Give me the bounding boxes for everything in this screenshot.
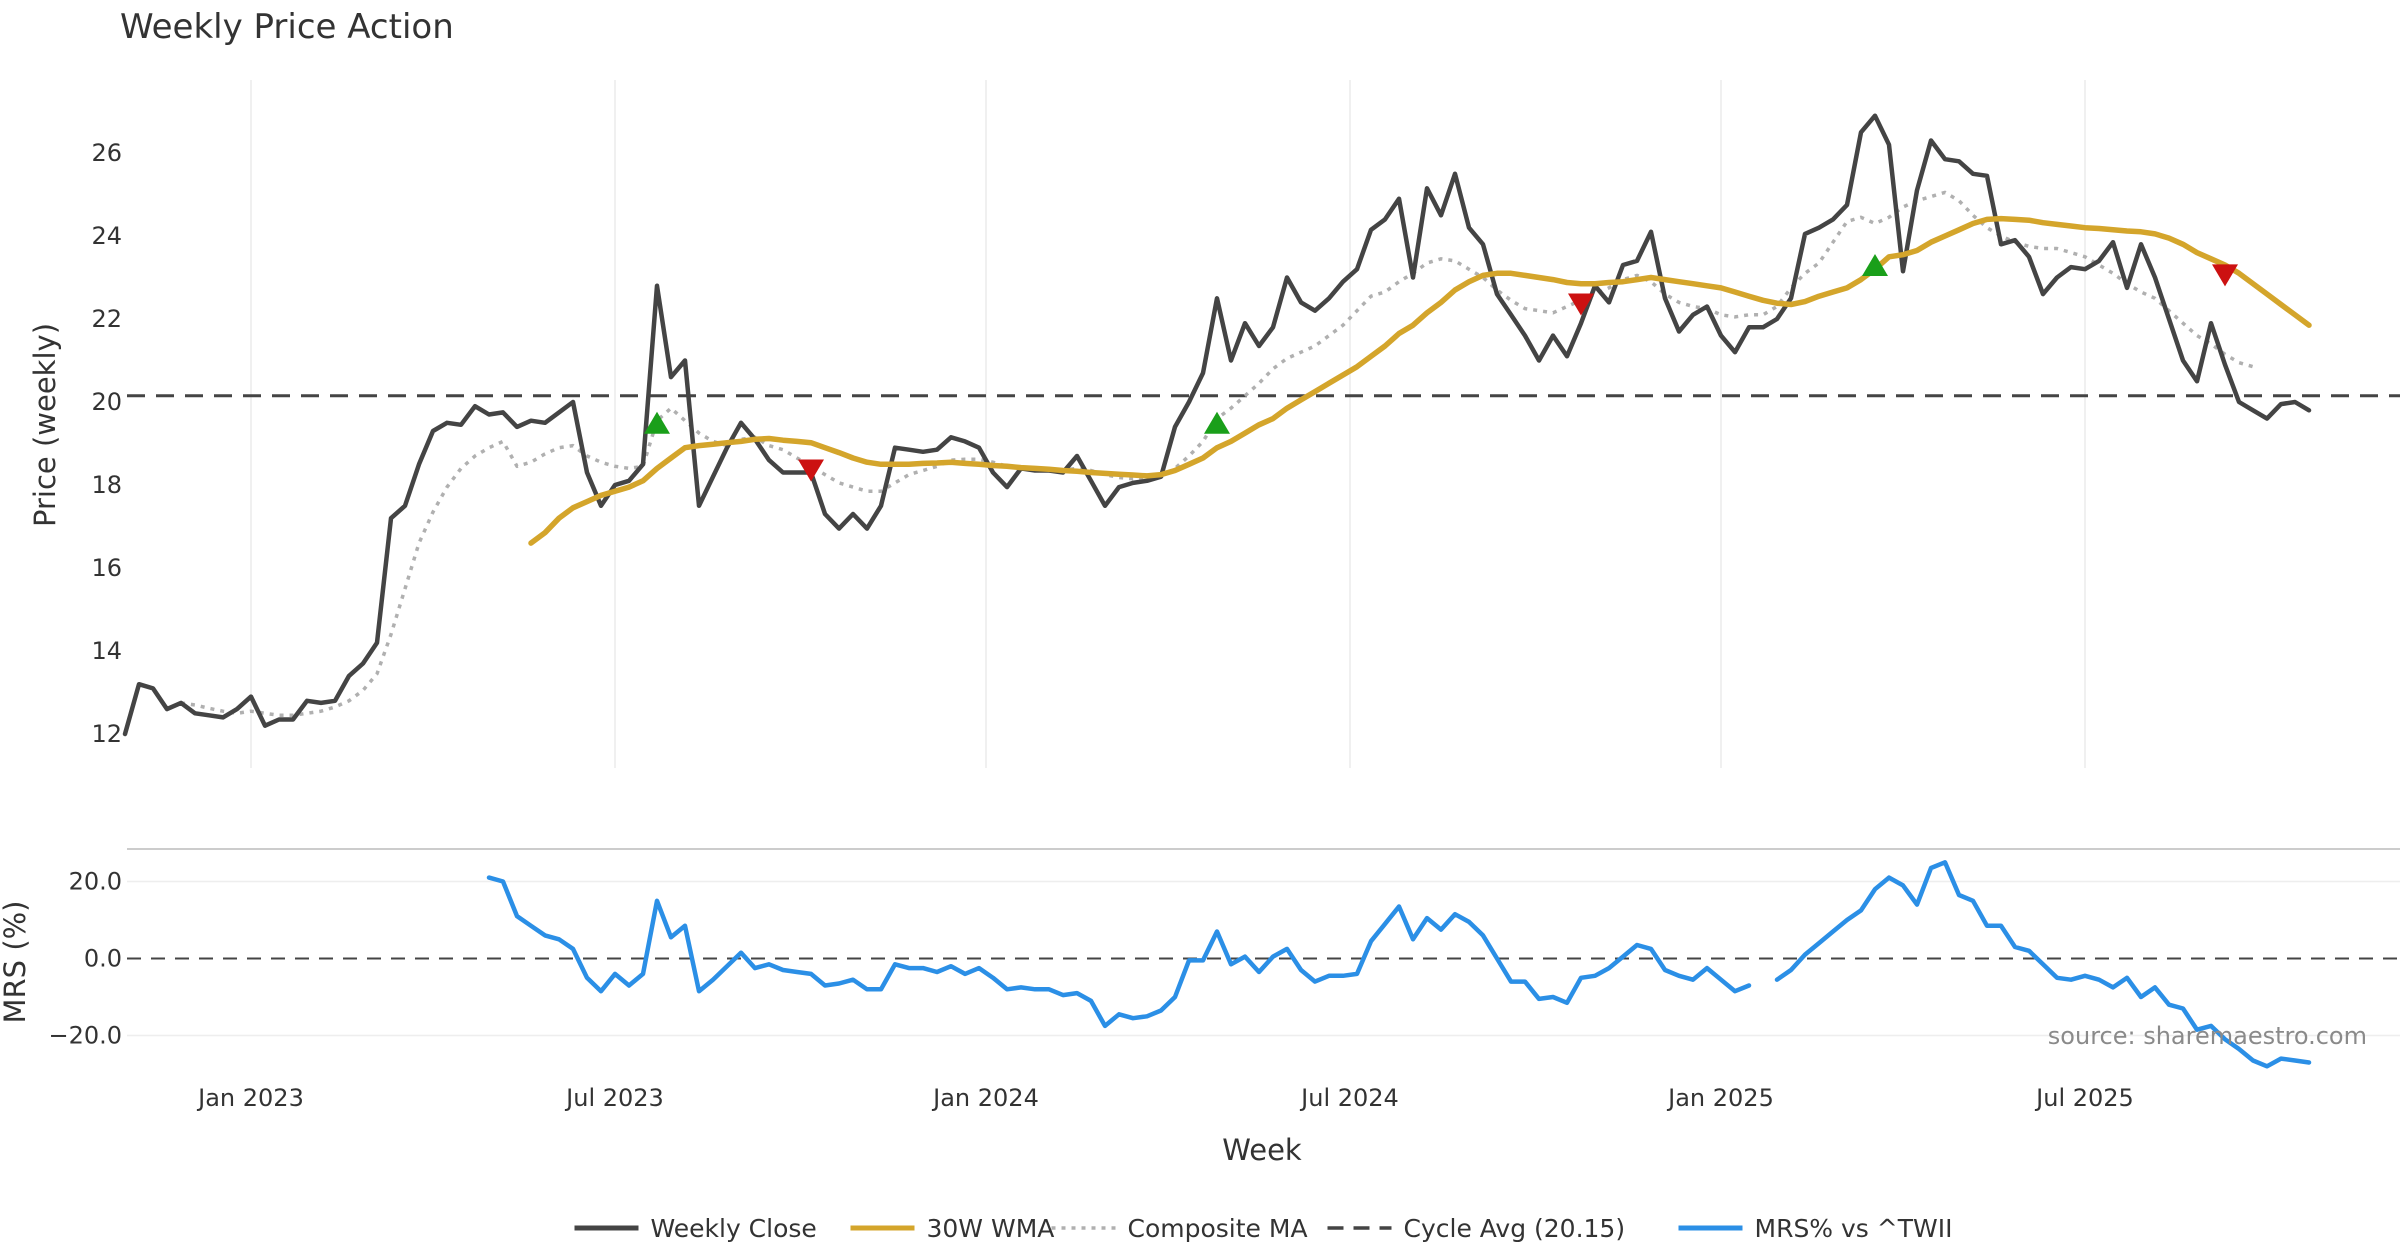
x-axis-title: Week: [1222, 1133, 1302, 1167]
buy-signal-marker: [644, 411, 670, 434]
weekly-close-line: [122, 113, 2312, 737]
buy-signal-marker: [1862, 254, 1888, 277]
chart-title: Weekly Price Action: [120, 7, 454, 47]
grid-layer: [127, 80, 2400, 1037]
marker-layer: [644, 254, 2238, 482]
x-tick-label: Jul 2023: [564, 1084, 664, 1112]
legend-label-mrs-vs-twii: MRS% vs ^TWII: [1755, 1214, 1953, 1243]
legend-label-weekly-close: Weekly Close: [651, 1214, 817, 1243]
mrs-y-axis-title: MRS (%): [0, 901, 32, 1024]
legend-label-composite-ma: Composite MA: [1128, 1214, 1308, 1243]
sell-signal-marker: [798, 459, 824, 482]
source-annotation: source: sharemaestro.com: [2048, 1022, 2367, 1050]
price-y-tick-label: 16: [91, 554, 122, 582]
mrs-y-tick-label: 20.0: [69, 868, 122, 896]
sell-signal-marker: [2212, 264, 2238, 287]
legend-label-30w-wma: 30W WMA: [927, 1214, 1055, 1243]
mrs-line: [486, 860, 2312, 1069]
buy-signal-marker: [1204, 411, 1230, 434]
price-y-tick-label: 18: [91, 471, 122, 499]
mrs-y-tick-label: −20.0: [48, 1022, 122, 1050]
mrs-y-ticks: 20.0 0.0 −20.0: [48, 868, 122, 1050]
price-y-tick-label: 12: [91, 720, 122, 748]
price-y-tick-label: 22: [91, 305, 122, 333]
price-y-tick-label: 20: [91, 388, 122, 416]
x-tick-label: Jul 2025: [2034, 1084, 2134, 1112]
x-tick-label: Jan 2025: [1666, 1084, 1774, 1112]
mrs-y-tick-label: 0.0: [84, 945, 122, 973]
x-tick-label: Jan 2023: [196, 1084, 304, 1112]
price-y-tick-label: 24: [91, 222, 122, 250]
wma-30w-line: [528, 215, 2312, 546]
reference-layer: [127, 394, 2400, 960]
x-tick-label: Jan 2024: [931, 1084, 1039, 1112]
x-tick-label: Jul 2024: [1299, 1084, 1399, 1112]
price-y-axis-title: Price (weekly): [28, 323, 62, 527]
legend: Weekly Close 30W WMA Composite MA Cycle Avg…: [574, 1214, 1953, 1243]
price-y-tick-label: 26: [91, 139, 122, 167]
price-y-tick-label: 14: [91, 637, 122, 665]
price-y-ticks: 12 14 16 18 20 22 24 26: [91, 139, 122, 748]
x-axis-ticks: Jan 2023 Jul 2023 Jan 2024 Jul 2024 Jan 2025…: [196, 1084, 2134, 1112]
legend-label-cycle-avg-20-15: Cycle Avg (20.15): [1404, 1214, 1626, 1243]
sell-signal-marker: [1568, 293, 1594, 316]
